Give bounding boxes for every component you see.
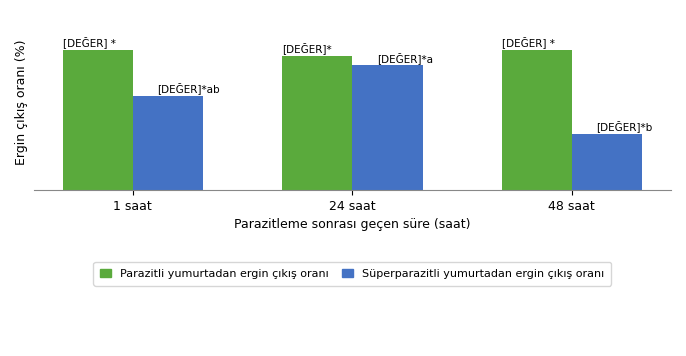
Bar (501, 50, 572, 190)
Text: [DEĞER] *: [DEĞER] * (62, 37, 115, 48)
Text: [DEĞER]*a: [DEĞER]*a (377, 52, 433, 64)
Text: [DEĞER]*ab: [DEĞER]*ab (157, 82, 220, 94)
Bar (353, 65, 423, 190)
Legend: Parazitli yumurtadan ergin çıkış oranı, Süperparazitli yumurtadan ergin çıkış or: Parazitli yumurtadan ergin çıkış oranı, … (93, 262, 611, 286)
Bar (282, 56, 353, 190)
Bar (572, 134, 642, 190)
Bar (62, 50, 133, 190)
Y-axis label: Ergin çıkış oranı (%): Ergin çıkış oranı (%) (15, 40, 28, 165)
Bar (133, 96, 203, 190)
X-axis label: Parazitleme sonrası geçen süre (saat): Parazitleme sonrası geçen süre (saat) (234, 218, 471, 231)
Text: [DEĞER] *: [DEĞER] * (501, 37, 554, 48)
Text: [DEĞER]*: [DEĞER]* (282, 43, 331, 54)
Text: [DEĞER]*b: [DEĞER]*b (596, 120, 652, 132)
